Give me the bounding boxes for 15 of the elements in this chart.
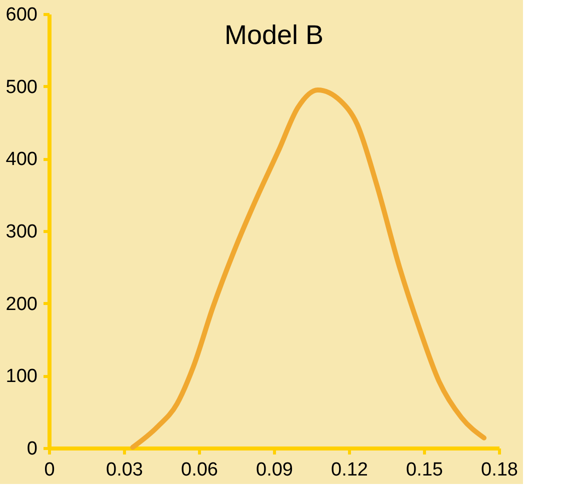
x-tick-label: 0.12 (331, 460, 368, 480)
y-tick-label: 500 (6, 76, 38, 98)
x-tick-label: 0.06 (181, 460, 218, 480)
y-tick-label: 400 (6, 149, 38, 170)
chart-title: Model B (224, 20, 324, 50)
y-tick-label: 600 (6, 4, 38, 26)
x-tick-label: 0.18 (481, 460, 518, 480)
x-tick-label: 0.03 (106, 460, 143, 480)
x-tick-label: 0.15 (406, 460, 443, 480)
y-tick-label: 200 (6, 294, 38, 315)
y-tick-label: 300 (6, 222, 38, 242)
x-tick-label: 0 (44, 460, 55, 480)
x-tick-label: 0.09 (256, 460, 293, 480)
y-tick-label: 100 (6, 366, 38, 388)
y-tick-label: 0 (26, 438, 38, 460)
